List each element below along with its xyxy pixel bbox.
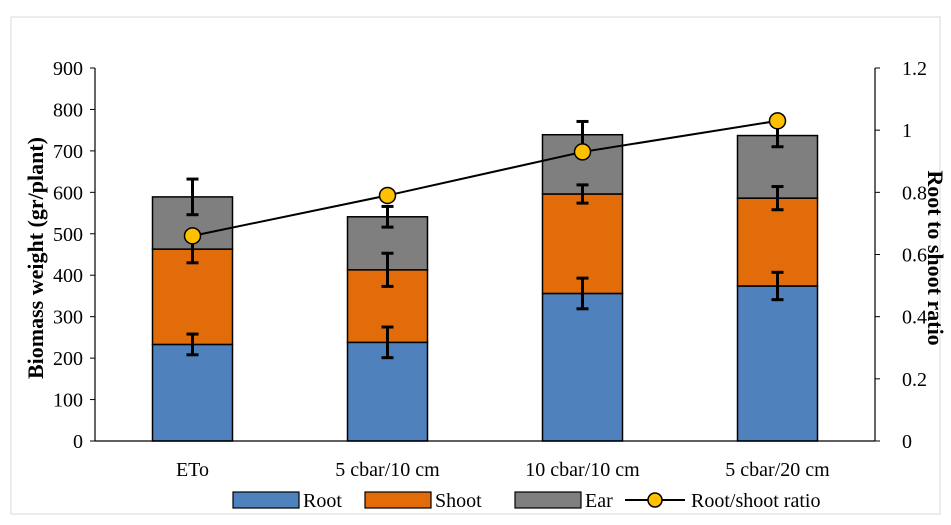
bar-root [151,343,234,442]
y-tick-label: 200 [53,348,83,370]
ratio-point [768,112,787,130]
x-tick-label: ETo [176,459,209,481]
legend-label-root: Root [303,490,342,512]
y2-tick-label: 0.8 [902,182,927,204]
legend-label-shoot: Shoot [435,490,482,512]
ratio-point [378,186,397,205]
y-tick-label: 600 [53,182,83,204]
y-tick-label: 300 [53,307,83,329]
bar-shoot [151,248,234,346]
chart-frame [10,16,941,515]
ratio-point [183,227,202,245]
legend-swatch-shoot [364,491,432,509]
y-tick-label: 500 [53,224,83,246]
legend: Root Shoot Ear Root/shoot ratio [232,490,820,512]
y2-tick-label: 0.6 [902,245,927,267]
y2-tick-label: 0.4 [902,307,927,329]
y2-axis-title: Root to shoot ratio [923,170,948,345]
legend-label-ear: Ear [585,490,613,512]
x-axis-ticks: ETo 5 cbar/10 cm 10 cbar/10 cm 5 cbar/20 cm [176,459,830,481]
ratio-line [183,112,787,245]
legend-label-ratio: Root/shoot ratio [691,490,820,512]
y2-axis-ticks: 0 0.2 0.4 0.6 0.8 1 1.2 [875,58,927,453]
y-tick-label: 400 [53,265,83,287]
y2-tick-label: 1 [902,120,912,142]
x-tick-label: 10 cbar/10 cm [525,459,640,481]
x-tick-label: 5 cbar/20 cm [725,459,830,481]
legend-swatch-ear [514,491,582,509]
y-axis-ticks: 0 100 200 300 400 500 600 700 800 900 [53,58,95,453]
bar-root [736,285,819,442]
y-tick-label: 800 [53,99,83,121]
y2-tick-label: 0 [902,431,912,453]
y2-tick-label: 0.2 [902,369,927,391]
bar-root [541,292,624,442]
x-tick-label: 5 cbar/10 cm [335,459,440,481]
y2-tick-label: 1.2 [902,58,927,80]
bars [151,133,819,442]
y-tick-label: 0 [73,431,83,453]
y-tick-label: 900 [53,58,83,80]
y-tick-label: 700 [53,141,83,163]
y-axis-title: Biomass weight (gr/plant) [23,137,48,379]
error-bars [186,119,784,360]
ratio-point [573,143,592,161]
axes [94,68,876,442]
legend-swatch-root [232,491,300,509]
legend-marker-ratio [647,492,663,508]
y-tick-label: 100 [53,390,83,412]
ratio-polyline [192,119,778,237]
